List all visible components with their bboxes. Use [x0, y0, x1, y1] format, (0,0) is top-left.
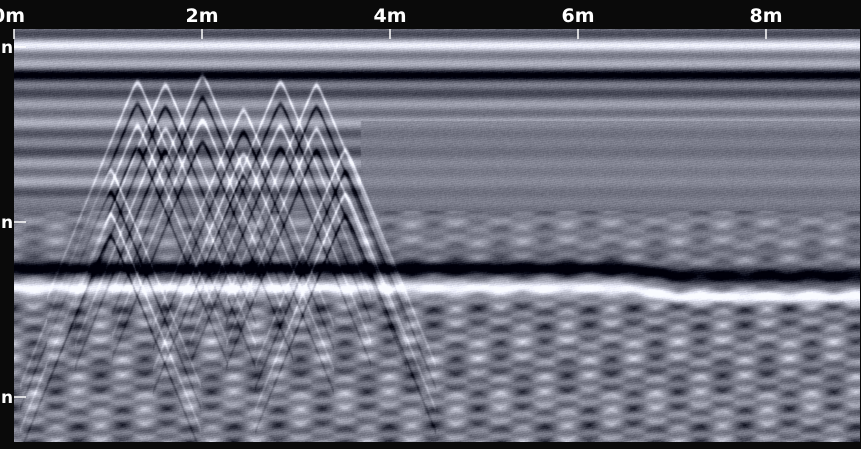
radargram-image	[14, 29, 860, 442]
x-tick-label: 0m	[0, 5, 25, 27]
depth-tick-label: n	[1, 388, 13, 408]
depth-tick-label: n	[1, 38, 13, 58]
x-tick-label: 6m	[561, 5, 594, 27]
x-tick-label: 8m	[749, 5, 782, 27]
x-tick-label: 4m	[373, 5, 406, 27]
x-axis: 0m 2m 4m 6m 8m	[0, 5, 783, 39]
depth-axis: n n n	[1, 38, 26, 408]
x-tick-label: 2m	[185, 5, 218, 27]
radargram-texture	[14, 29, 860, 442]
depth-tick-label: n	[1, 213, 13, 233]
